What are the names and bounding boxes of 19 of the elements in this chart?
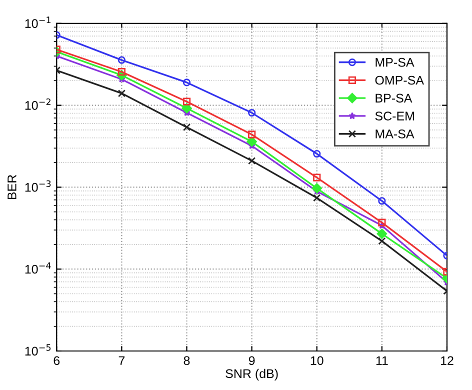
legend-label: SC-EM bbox=[375, 112, 414, 120]
y-tick-label: 10$^{−2}$ bbox=[25, 98, 50, 110]
x-tick-label: 11 bbox=[376, 356, 388, 365]
legend-label: MP-SA bbox=[376, 58, 414, 67]
legend-label: MA-SA bbox=[376, 130, 414, 138]
y-tick-label: 10$^{−3}$ bbox=[25, 180, 51, 192]
x-tick-label: 9 bbox=[248, 356, 255, 366]
legend-label: BP-SA bbox=[376, 94, 412, 103]
y-tick-label: 10$^{−1}$ bbox=[25, 16, 51, 28]
x-axis-title: SNR (dB) bbox=[226, 368, 278, 381]
y-tick-label: 10$^{−5}$ bbox=[25, 344, 51, 356]
x-tick-label: 10 bbox=[310, 356, 324, 366]
x-tick-label: 8 bbox=[184, 356, 190, 366]
y-axis-title: BER bbox=[8, 174, 16, 200]
x-tick-label: 6 bbox=[54, 356, 60, 366]
y-tick-label: 10$^{−4}$ bbox=[25, 262, 51, 274]
legend-label: OMP-SA bbox=[375, 76, 424, 85]
x-tick-label: 7 bbox=[118, 356, 125, 365]
x-tick-label: 12 bbox=[440, 356, 454, 365]
